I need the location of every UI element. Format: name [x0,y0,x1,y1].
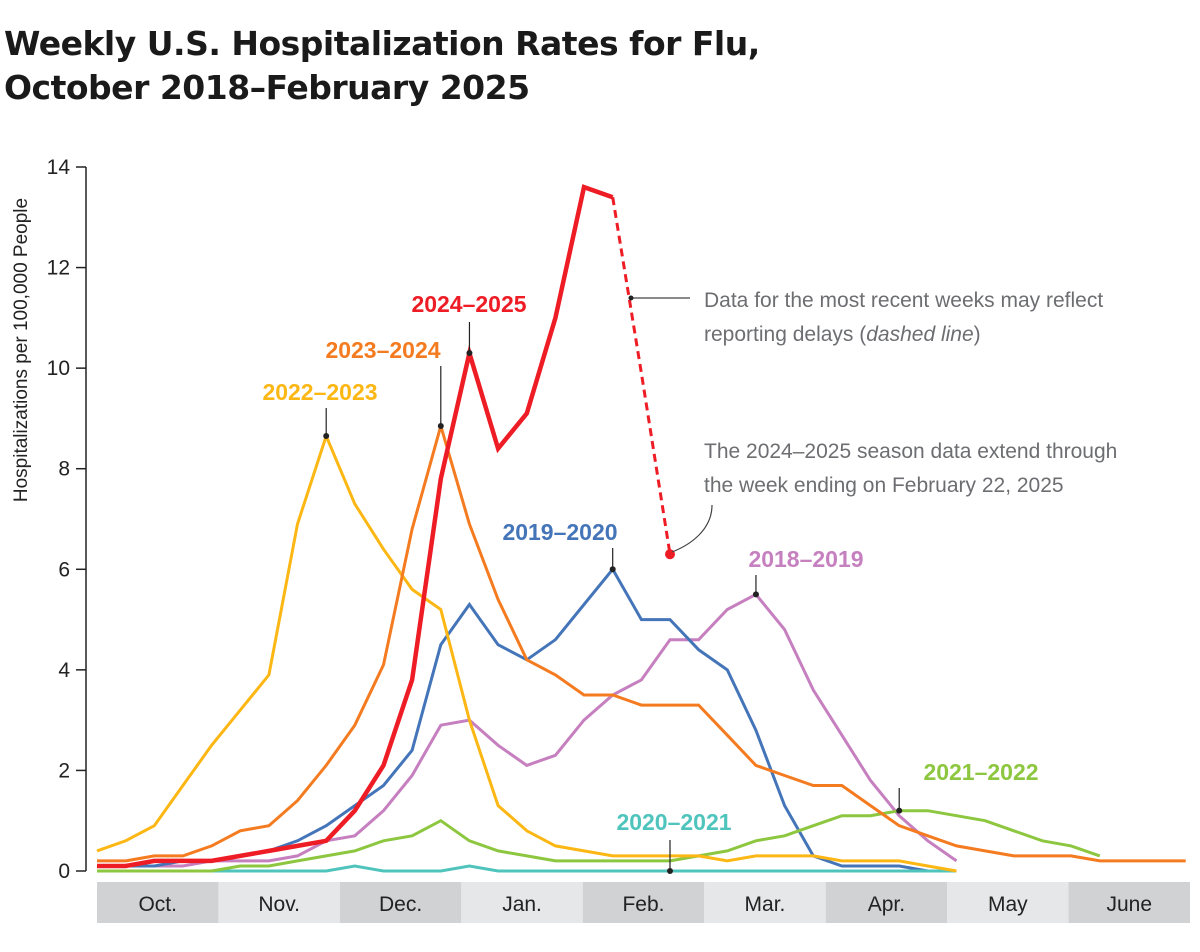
x-tick-label: Mar. [745,893,786,916]
chart-title: Weekly U.S. Hospitalization Rates for Fl… [4,22,760,110]
series-line-2018-2019 [97,592,958,868]
x-tick-label: Nov. [258,893,300,916]
x-tick-label: Oct. [138,893,177,916]
y-tick-label: 12 [47,257,70,280]
y-tick-label: 4 [58,659,70,682]
annotation-delays-line-2: reporting delays (dashed line) [704,323,981,346]
series-line-2024-2025 [97,184,614,869]
month-band-feb [582,882,705,923]
peak-marker-2019-2020 [609,566,616,573]
month-band-nov [218,882,340,923]
series-label-2018-2019: 2018–2019 [748,546,863,572]
annotation-leader-extent [671,504,713,553]
annotation-extent-line-2: the week ending on February 22, 2025 [704,474,1064,497]
peak-marker-2018-2019 [752,591,759,598]
peak-marker-2023-2024 [437,422,444,429]
month-band-mar [704,882,826,923]
x-tick-label: Dec. [379,893,422,916]
label-leaders [323,322,903,874]
month-bands: Oct. Nov. Dec. Jan. Feb. Mar. Apr. May June [97,882,1190,923]
peak-marker-2024-2025 [466,350,473,357]
series-line-2020-2021 [97,864,957,873]
series-label-2020-2021: 2020–2021 [616,809,731,835]
series-label-2019-2020: 2019–2020 [502,519,617,545]
x-tick-label: Feb. [622,893,664,916]
y-tick-label: 8 [58,458,70,481]
series-lines [96,184,1186,873]
x-tick-label: Apr. [868,893,905,916]
series-label-2023-2024: 2023–2024 [325,337,440,363]
title-line-1: Weekly U.S. Hospitalization Rates for Fl… [4,24,760,63]
month-band-june [1068,882,1190,923]
annotation-delays-line-1: Data for the most recent weeks may refle… [704,289,1103,312]
series-line-2023-2024 [97,420,1186,863]
series-line-2022-2023 [96,431,957,873]
peak-marker-2021-2022 [896,807,903,814]
title-line-2: October 2018–February 2025 [4,68,530,107]
y-axis-label: Hospitalizations per 100,000 People [11,198,32,502]
month-band-oct [97,882,219,923]
latest-data-point [665,549,675,560]
peak-marker-2020-2021 [667,868,673,874]
annotation-extent-line-1: The 2024–2025 season data extend through [704,440,1117,463]
annotation-delays-text: reporting delays ( [704,323,866,346]
annotation-delays-italic: dashed line [866,323,973,346]
peak-marker-2022-2023 [323,433,330,440]
series-label-2024-2025: 2024–2025 [411,291,526,317]
month-band-apr [825,882,948,923]
series-label-2021-2022: 2021–2022 [923,759,1038,785]
y-tick-label: 6 [58,558,70,581]
x-tick-label: May [988,893,1028,916]
month-band-dec [339,882,462,923]
series-label-2022-2023: 2022–2023 [262,379,377,405]
x-tick-label: June [1107,893,1153,916]
annotation-dot-delays [628,295,634,301]
x-tick-label: Jan. [502,893,542,916]
y-axis: 0 2 4 6 8 10 12 14 [47,156,87,883]
y-tick-label: 0 [58,860,70,883]
y-tick-label: 2 [58,759,70,782]
series-line-2021-2022 [97,809,1101,873]
series-line-2019-2020 [97,566,957,873]
y-tick-label: 10 [47,357,70,380]
month-band-jan [461,882,583,923]
series-line-dashed-2024-2025 [611,196,672,555]
y-tick-label: 14 [47,156,71,179]
annotation-delays-close: ) [974,323,981,346]
month-band-may [947,882,1069,923]
